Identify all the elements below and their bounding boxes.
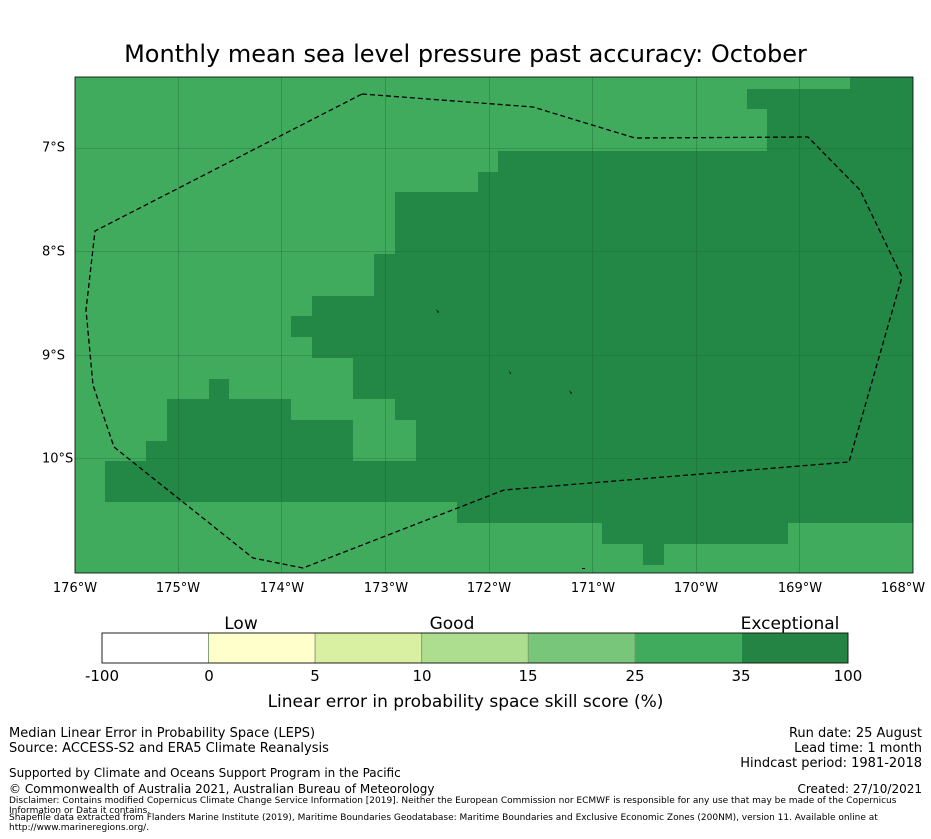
footer-metric: Median Linear Error in Probability Space… xyxy=(9,726,316,741)
colorbar-label: Linear error in probability space skill … xyxy=(267,692,664,712)
hindcast-period: Hindcast period: 1981-2018 xyxy=(740,756,922,771)
lon-label: 176°W xyxy=(52,581,98,596)
colorbar-tick: 5 xyxy=(310,667,320,685)
islands xyxy=(436,309,585,569)
lon-label: 168°W xyxy=(880,581,926,596)
lat-label: 10°S xyxy=(42,451,74,467)
colorbar-tick: -100 xyxy=(84,667,120,685)
lon-label: 170°W xyxy=(673,581,719,596)
colorbar-cell xyxy=(101,632,209,664)
colorbar-cell xyxy=(527,632,636,664)
category-label-exceptional: Exceptional xyxy=(740,614,840,634)
lat-label: 9°S xyxy=(42,348,66,364)
footer-shapefile-credit: Shapefile data extracted from Flanders M… xyxy=(9,813,878,833)
lead-time: Lead time: 1 month xyxy=(794,741,922,756)
colorbar-cell xyxy=(421,632,529,664)
colorbar-tick: 100 xyxy=(833,667,863,685)
lat-label: 8°S xyxy=(42,244,66,260)
colorbar-cell xyxy=(208,632,316,664)
map-gridlines xyxy=(75,77,913,573)
lon-label: 175°W xyxy=(155,581,201,596)
skill-map xyxy=(74,76,914,574)
lon-label: 169°W xyxy=(777,581,823,596)
run-date: Run date: 25 August xyxy=(788,726,922,741)
footer-copyright: © Commonwealth of Australia 2021, Austra… xyxy=(9,782,435,796)
colorbar-cell xyxy=(314,632,423,664)
created-date: Created: 27/10/2021 xyxy=(797,782,922,796)
colorbar-tick: 35 xyxy=(731,667,751,685)
eez-boundary xyxy=(85,93,903,569)
footer-support: Supported by Climate and Oceans Support … xyxy=(9,766,401,780)
colorbar-frame xyxy=(101,632,849,664)
lon-label: 171°W xyxy=(570,581,616,596)
category-label-low: Low xyxy=(224,614,258,634)
lat-label: 7°S xyxy=(42,140,66,156)
category-label-good: Good xyxy=(429,614,475,634)
colorbar-tick: 25 xyxy=(625,667,645,685)
colorbar-tick: 10 xyxy=(412,667,432,685)
colorbar-cell xyxy=(741,632,849,664)
map-title: Monthly mean sea level pressure past acc… xyxy=(124,40,807,68)
footer-disclaimer: Disclaimer: Contains modified Copernicus… xyxy=(9,796,897,816)
colorbar-tick: 0 xyxy=(204,667,214,685)
lon-label: 174°W xyxy=(259,581,305,596)
colorbar-tick: 15 xyxy=(518,667,538,685)
footer-source: Source: ACCESS-S2 and ERA5 Climate Reana… xyxy=(9,741,329,756)
lon-label: 172°W xyxy=(466,581,512,596)
map-frame xyxy=(74,76,914,574)
colorbar-cell xyxy=(634,632,742,664)
colorbar xyxy=(101,632,849,664)
high-skill-region xyxy=(105,77,913,565)
lon-label: 173°W xyxy=(363,581,409,596)
